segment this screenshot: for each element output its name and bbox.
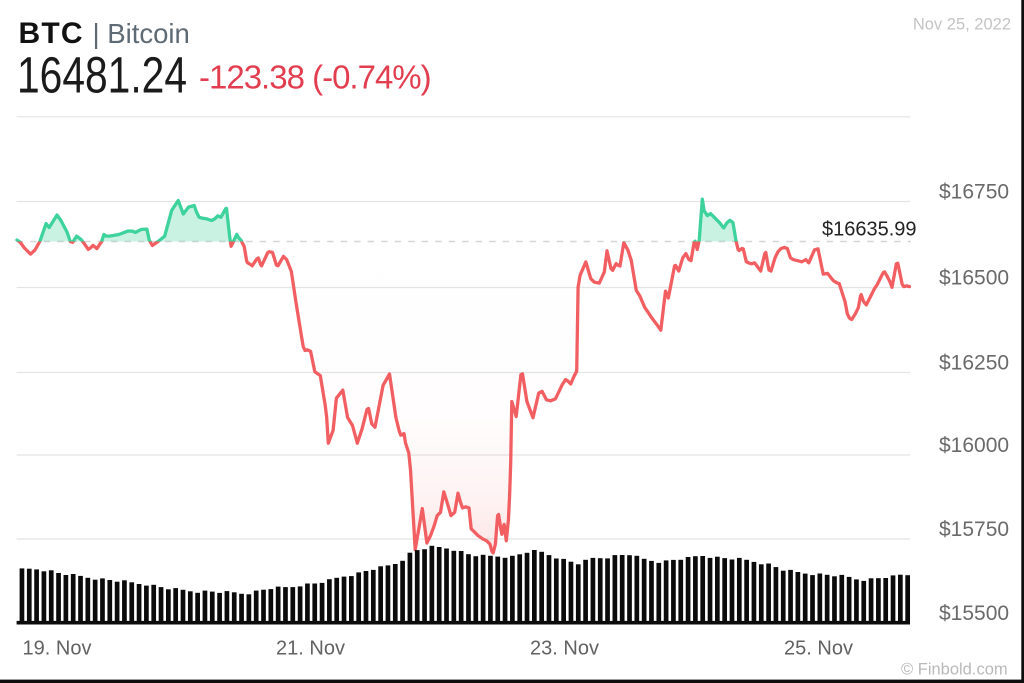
svg-text:-123.38 (-0.74%): -123.38 (-0.74%) — [199, 59, 431, 96]
svg-text:16481.24: 16481.24 — [17, 47, 187, 104]
svg-text:19. Nov: 19. Nov — [23, 638, 92, 660]
svg-text:25. Nov: 25. Nov — [784, 638, 853, 660]
svg-text:$16635.99: $16635.99 — [822, 219, 917, 241]
svg-text:$15500: $15500 — [939, 602, 1009, 625]
svg-text:$15750: $15750 — [939, 518, 1009, 541]
svg-text:| Bitcoin: | Bitcoin — [93, 18, 190, 49]
svg-text:BTC: BTC — [19, 17, 84, 50]
svg-text:Nov 25, 2022: Nov 25, 2022 — [913, 16, 1011, 34]
svg-text:$16750: $16750 — [939, 180, 1009, 203]
svg-text:$16500: $16500 — [939, 266, 1009, 289]
svg-text:$16000: $16000 — [939, 434, 1009, 457]
svg-text:23. Nov: 23. Nov — [530, 638, 599, 660]
svg-text:21. Nov: 21. Nov — [276, 638, 345, 660]
svg-text:$16250: $16250 — [939, 351, 1009, 374]
svg-text:© Finbold.com: © Finbold.com — [901, 661, 1008, 679]
